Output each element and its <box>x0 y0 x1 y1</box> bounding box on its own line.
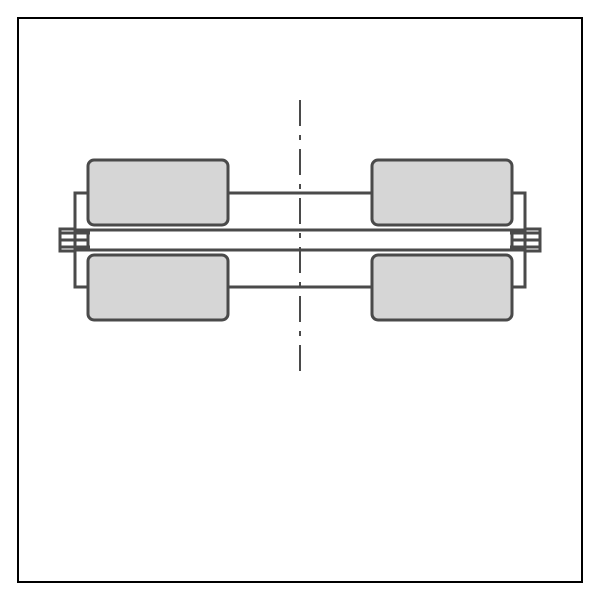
roller-top-left <box>88 160 228 225</box>
roller-bottom-right <box>372 255 512 320</box>
roller-top-right <box>372 160 512 225</box>
bearing-cross-section-diagram <box>0 0 600 600</box>
roller-bottom-left <box>88 255 228 320</box>
